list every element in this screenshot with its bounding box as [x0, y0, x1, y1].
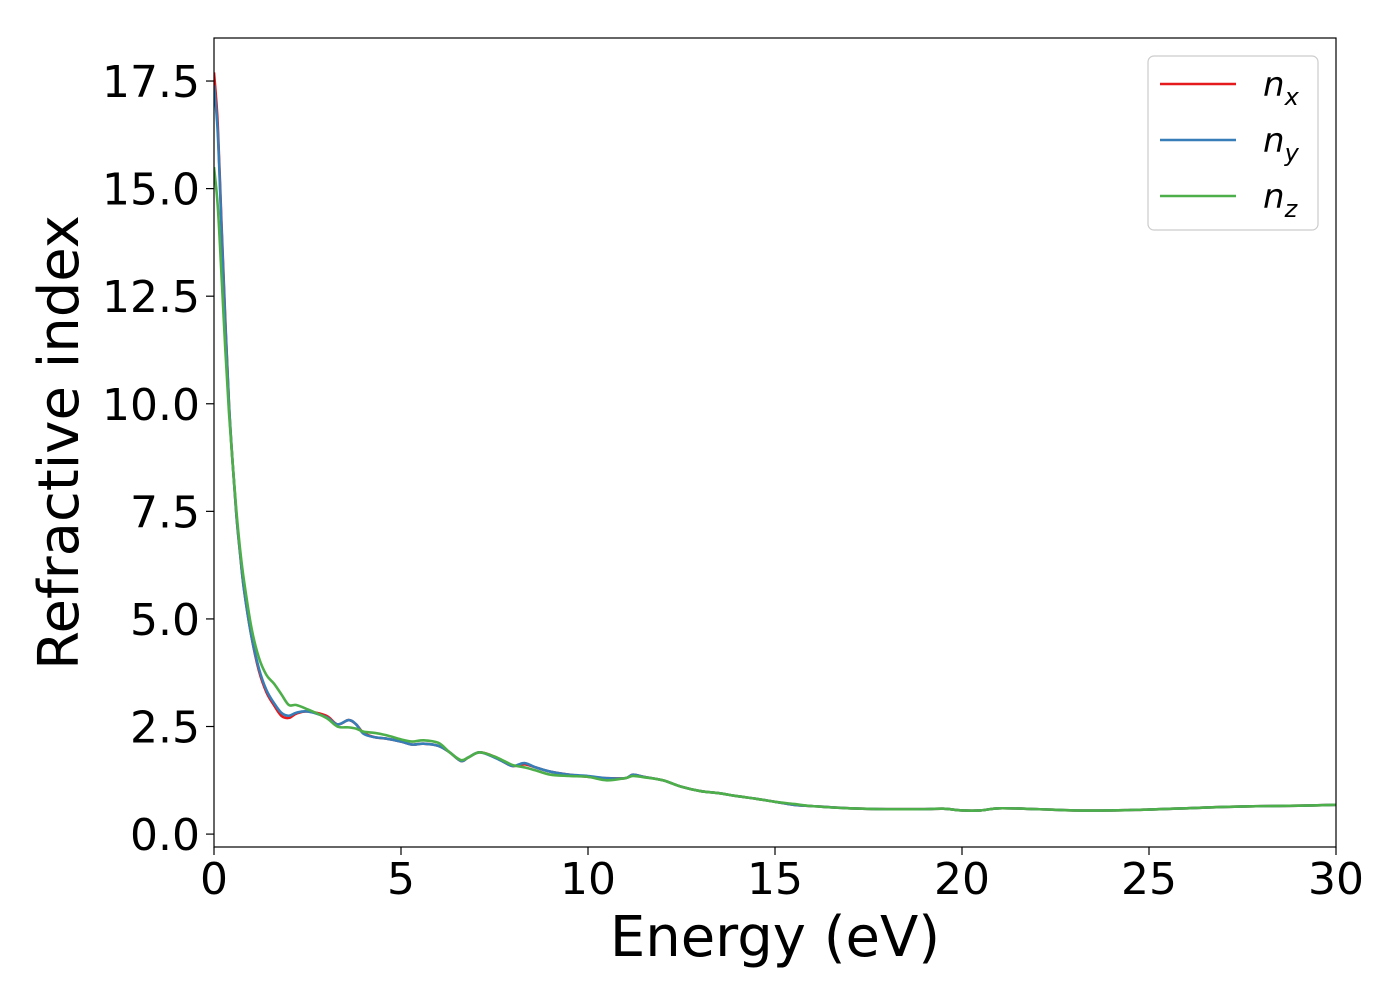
legend-label-n-x: nx	[1263, 65, 1300, 111]
y-axis-title: Refractive index	[27, 215, 92, 670]
y-axis: 0.0 2.5 5.0 7.5 10.0 12.5 15.0 17.5	[102, 57, 214, 861]
x-tick-label: 10	[560, 854, 616, 905]
legend: nx ny nz	[1147, 55, 1319, 231]
x-tick-label: 0	[200, 854, 228, 905]
x-tick-label: 30	[1308, 854, 1364, 905]
x-tick-label: 5	[387, 854, 415, 905]
y-tick-label: 0.0	[130, 810, 200, 861]
legend-label-n-y: ny	[1263, 121, 1300, 167]
x-tick-label: 20	[934, 854, 990, 905]
x-tick-label: 25	[1121, 854, 1177, 905]
y-tick-label: 17.5	[102, 57, 200, 108]
series-layer	[214, 72, 1336, 812]
y-tick-label: 7.5	[130, 487, 200, 538]
y-tick-label: 10.0	[102, 380, 200, 431]
x-axis: 0 5 10 15 20 25 30	[200, 847, 1364, 905]
series-line-n-z	[214, 166, 1336, 812]
legend-label-n-z: nz	[1263, 177, 1299, 223]
x-tick-label: 15	[747, 854, 803, 905]
y-tick-label: 2.5	[130, 703, 200, 754]
x-axis-title: Energy (eV)	[610, 905, 940, 970]
y-tick-label: 5.0	[130, 595, 200, 646]
y-tick-label: 12.5	[102, 272, 200, 323]
legend-box	[1147, 55, 1319, 231]
y-tick-label: 15.0	[102, 165, 200, 216]
